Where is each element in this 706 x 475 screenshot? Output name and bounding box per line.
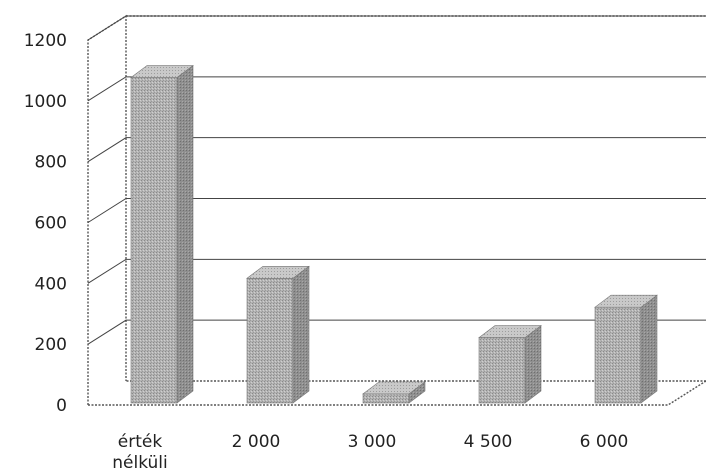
y-tick-label: 0 <box>56 396 67 416</box>
bar-top <box>594 294 658 308</box>
x-tick-label: 2 000 <box>232 432 281 452</box>
gridline <box>87 15 706 41</box>
bar <box>478 325 542 404</box>
y-tick-label: 1200 <box>24 31 67 51</box>
x-tick-label: 6 000 <box>580 432 629 452</box>
x-axis-labels: érték nélküli 2 000 3 000 4 500 6 000 <box>112 432 628 473</box>
bar-front <box>594 306 642 404</box>
y-axis-ticks: 0 200 400 600 800 1000 1200 <box>24 31 67 416</box>
bar-side <box>176 64 194 404</box>
x-tick-label: érték nélküli <box>112 432 168 473</box>
bar-side <box>524 325 542 404</box>
gridlines <box>87 15 706 345</box>
gridline <box>87 137 706 163</box>
y-tick-label: 800 <box>35 153 67 173</box>
bar-top <box>362 381 426 395</box>
bar <box>594 294 658 404</box>
floor-outline <box>88 380 706 406</box>
y-tick-label: 1000 <box>24 92 67 112</box>
bar-top <box>130 65 194 78</box>
bar-side <box>640 294 658 404</box>
gridline <box>87 76 706 102</box>
gridline <box>87 258 706 284</box>
gridline <box>87 319 706 345</box>
bar-front <box>362 393 410 404</box>
bar-front <box>246 277 294 404</box>
bar-side <box>292 265 310 404</box>
y-tick-label: 200 <box>35 335 67 355</box>
bar-front <box>478 337 526 404</box>
bars <box>130 64 658 404</box>
y-tick-label: 600 <box>35 214 67 234</box>
bar-front <box>130 77 178 404</box>
y-tick-label: 400 <box>35 274 67 294</box>
bar-top <box>246 265 310 279</box>
bar <box>362 381 426 404</box>
gridline <box>87 198 706 223</box>
x-tick-label: 4 500 <box>464 432 513 452</box>
bar-top <box>478 325 542 338</box>
bar <box>246 265 310 404</box>
x-tick-label: 3 000 <box>348 432 397 452</box>
bar <box>130 64 194 404</box>
